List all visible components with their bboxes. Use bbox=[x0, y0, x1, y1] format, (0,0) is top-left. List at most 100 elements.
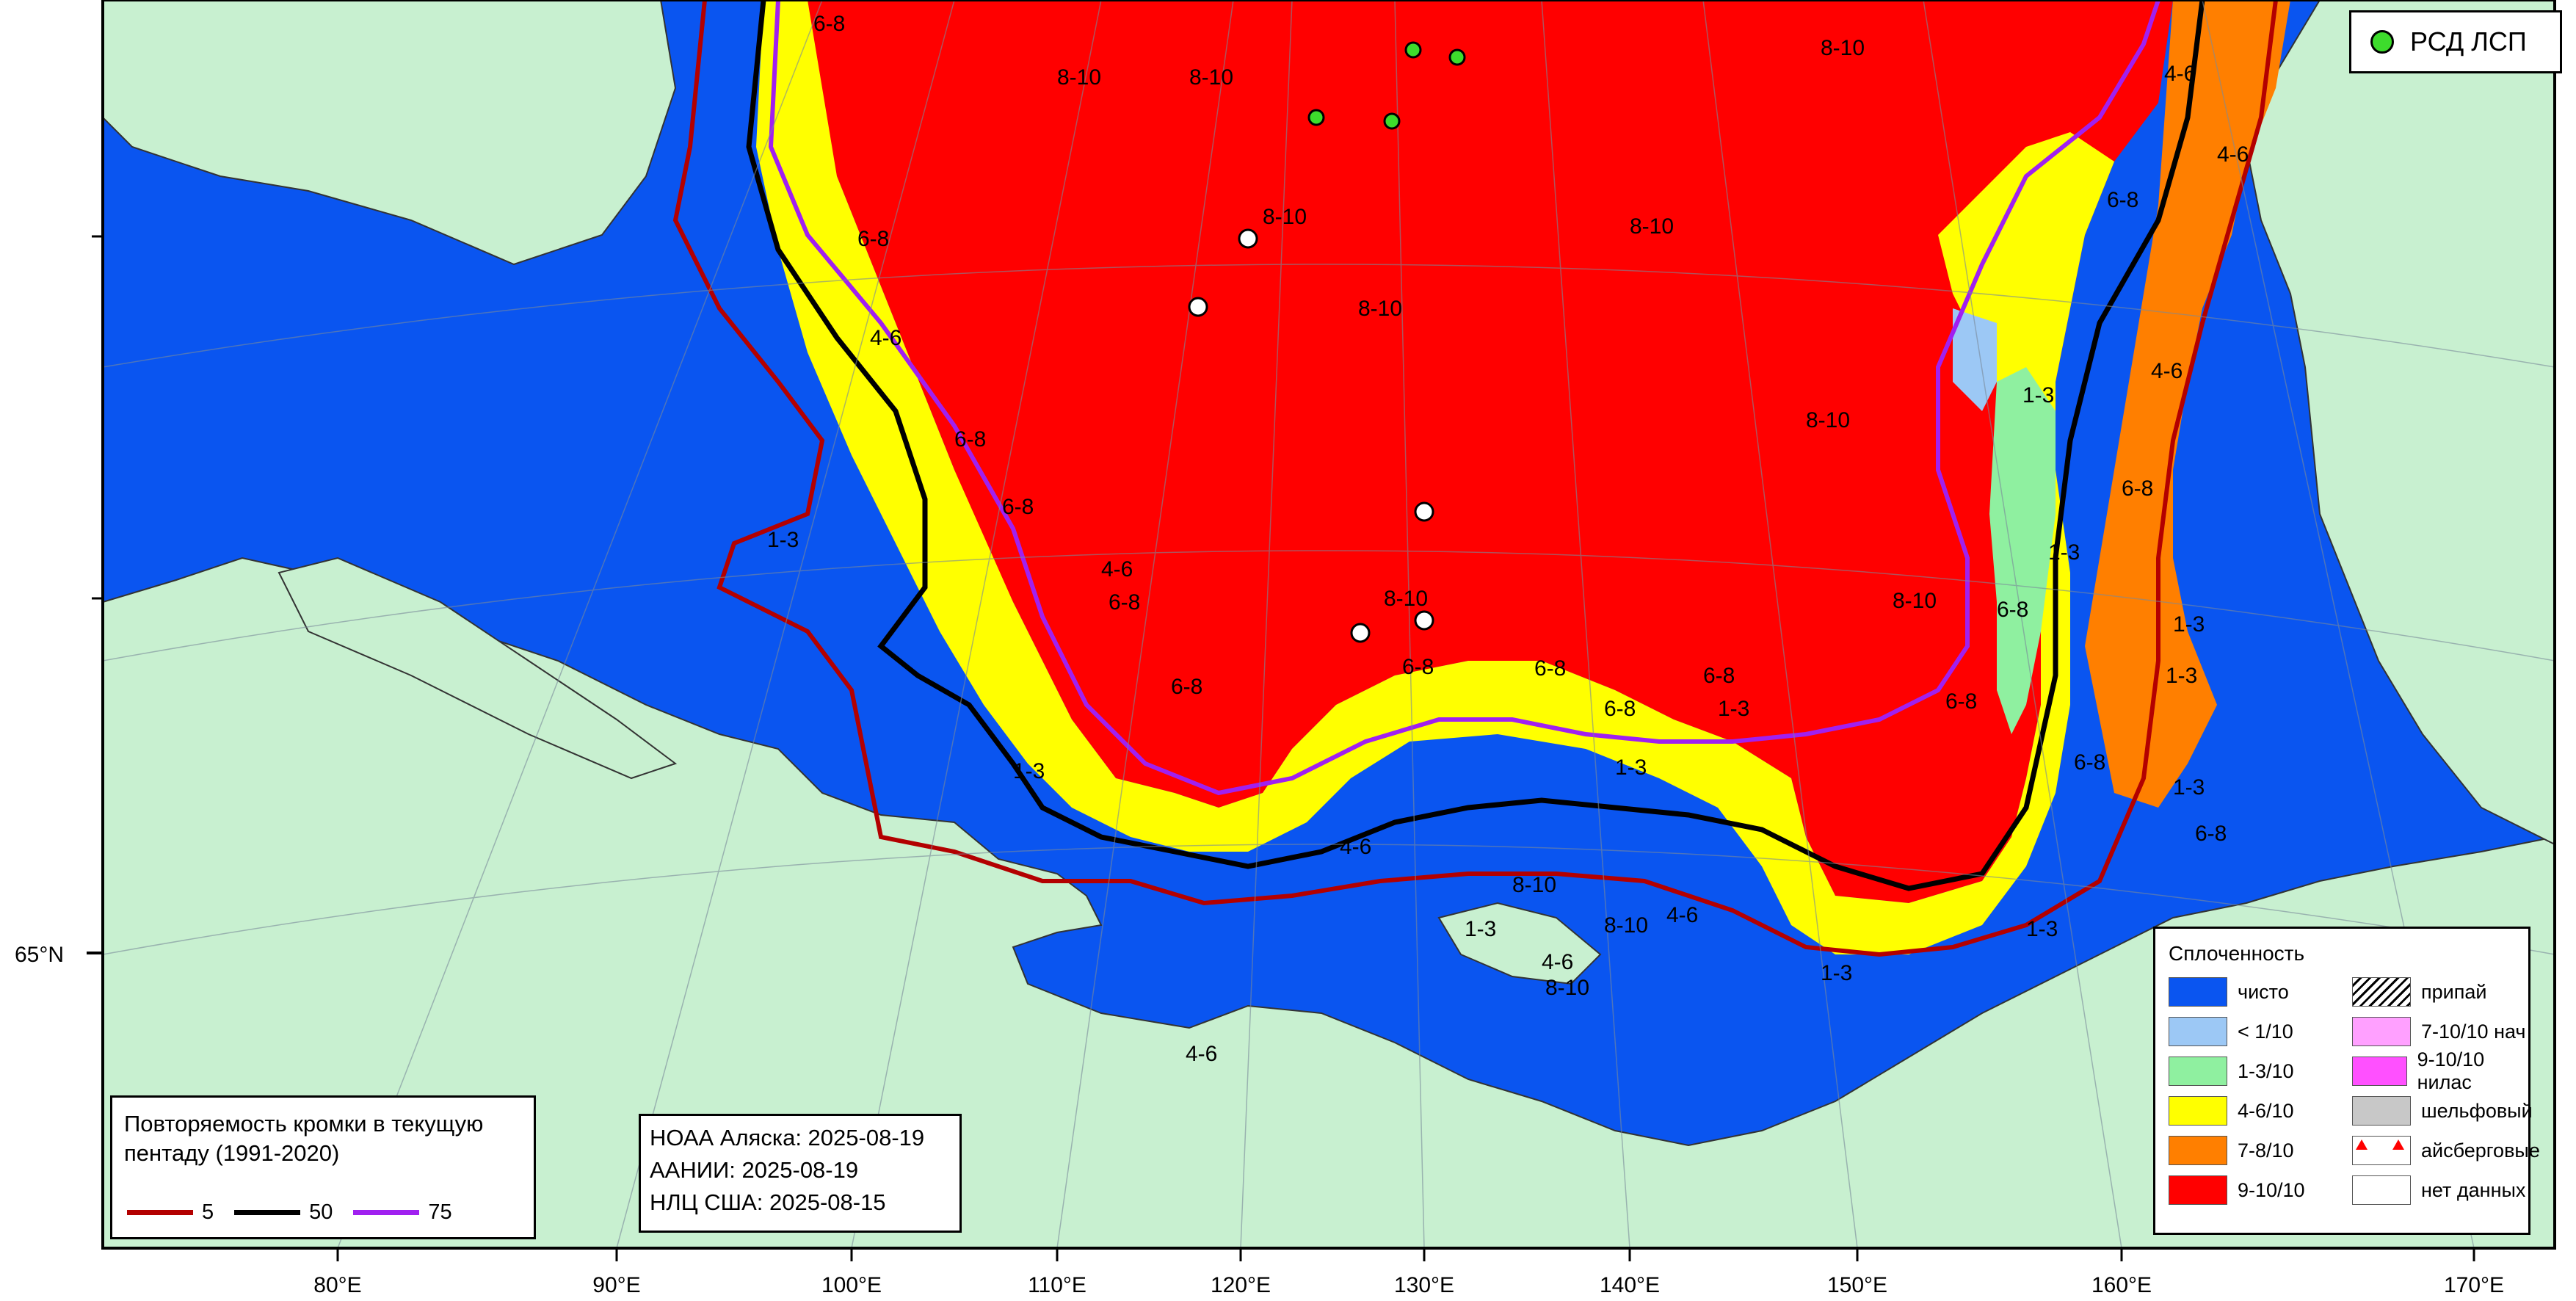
concentration-label: 1-3 bbox=[1615, 755, 1647, 780]
station-marker bbox=[1307, 109, 1325, 126]
hatch-icon bbox=[2352, 977, 2411, 1007]
edge-frequency-legend: Повторяемость кромки в текущую пентаду (… bbox=[110, 1095, 536, 1239]
concentration-label: 1-3 bbox=[1465, 917, 1496, 941]
swatch-new-ice bbox=[2352, 1017, 2411, 1046]
edge-legend-title: Повторяемость кромки в текущую пентаду (… bbox=[124, 1111, 484, 1166]
edge-line-5-label: 5 bbox=[202, 1200, 214, 1224]
concentration-label: 4-6 bbox=[1340, 835, 1371, 859]
buoy-marker bbox=[1414, 610, 1434, 631]
concentration-label: 6-8 bbox=[813, 12, 845, 36]
concentration-label: 4-6 bbox=[1186, 1042, 1217, 1066]
legend-label: айсберговые bbox=[2421, 1139, 2540, 1162]
concentration-label: 8-10 bbox=[1604, 913, 1648, 938]
concentration-label: 6-8 bbox=[1945, 689, 1977, 714]
lon-label: 90°E bbox=[592, 1273, 640, 1297]
concentration-label: 6-8 bbox=[2074, 750, 2105, 775]
land-peninsula-west bbox=[277, 557, 678, 780]
legend-label: чисто bbox=[2238, 980, 2289, 1003]
concentration-label: 6-8 bbox=[1534, 656, 1566, 681]
concentration-label: 1-3 bbox=[1718, 697, 1749, 721]
land-taymyr bbox=[102, 557, 2555, 1249]
concentration-label: 1-3 bbox=[1821, 961, 1852, 985]
concentration-label: 1-3 bbox=[2173, 612, 2205, 637]
concentration-label: 6-8 bbox=[857, 227, 889, 251]
concentration-label: 8-10 bbox=[1512, 873, 1556, 897]
concentration-label: 8-10 bbox=[1384, 587, 1428, 611]
source-aari: ААНИИ: 2025-08-19 bbox=[650, 1157, 859, 1183]
edge-line-50-swatch bbox=[234, 1210, 301, 1215]
source-nic: НЛЦ США: 2025-08-15 bbox=[650, 1189, 886, 1215]
edge-line-5 bbox=[672, 0, 2278, 957]
concentration-label: 6-8 bbox=[2107, 188, 2138, 212]
legend-item-shelf: шельфовый bbox=[2352, 1095, 2536, 1127]
legend-item-9-10: 9-10/10 bbox=[2169, 1174, 2352, 1206]
lon-label: 80°E bbox=[313, 1273, 361, 1297]
concentration-label: 1-3 bbox=[767, 528, 799, 552]
buoy-marker bbox=[1414, 501, 1434, 522]
station-legend-label: РСД ЛСП bbox=[2410, 26, 2527, 57]
concentration-label: 4-6 bbox=[870, 326, 901, 350]
concentration-label: 6-8 bbox=[1604, 697, 1636, 721]
lon-label: 150°E bbox=[1827, 1273, 1887, 1297]
concentration-legend-title: Сплоченность bbox=[2169, 942, 2305, 965]
concentration-label: 6-8 bbox=[954, 427, 986, 452]
edge-line-50-label: 50 bbox=[309, 1200, 333, 1224]
legend-item-nilas: 9-10/10 нилас bbox=[2352, 1048, 2536, 1093]
concentration-label: 6-8 bbox=[1997, 598, 2028, 622]
legend-label: 9-10/10 bbox=[2238, 1178, 2305, 1201]
legend-label: 1-3/10 bbox=[2238, 1059, 2294, 1082]
swatch-nilas bbox=[2352, 1057, 2407, 1086]
lat-label-65: 65°N bbox=[15, 943, 64, 967]
ice-zone-1-3 bbox=[1989, 367, 2056, 734]
source-noaa: НОАА Аляска: 2025-08-19 bbox=[650, 1125, 925, 1150]
legend-label: 4-6/10 bbox=[2238, 1099, 2294, 1122]
edge-legend-row: 5 50 75 bbox=[127, 1200, 473, 1225]
concentration-label: 8-10 bbox=[1806, 408, 1850, 432]
concentration-legend-grid: чисто припай < 1/10 7-10/10 нач 1-3/10 9… bbox=[2169, 976, 2540, 1206]
lat-axis: 65°N bbox=[15, 235, 103, 967]
lon-label: 110°E bbox=[1028, 1273, 1086, 1297]
concentration-label: 6-8 bbox=[2195, 822, 2227, 846]
map-concentration-labels: 8-10 8-10 8-10 8-10 8-10 8-10 8-10 8-10 8-10 8-10… bbox=[767, 12, 2249, 1066]
edge-line-75 bbox=[768, 0, 2160, 796]
land-new-siberian-islands bbox=[1437, 902, 1602, 985]
lon-label: 140°E bbox=[1600, 1273, 1660, 1297]
edge-line-50 bbox=[746, 0, 2205, 891]
iceberg-triangles-icon bbox=[2352, 1136, 2411, 1165]
legend-item-no-data: нет данных bbox=[2352, 1174, 2536, 1206]
land-severnaya-zemlya bbox=[102, 0, 677, 266]
legend-label: 7-10/10 нач bbox=[2421, 1020, 2526, 1043]
concentration-label: 8-10 bbox=[1358, 297, 1402, 321]
concentration-label: 1-3 bbox=[2026, 917, 2058, 941]
data-sources-box: НОАА Аляска: 2025-08-19 ААНИИ: 2025-08-1… bbox=[639, 1114, 962, 1233]
concentration-label: 8-10 bbox=[1263, 205, 1307, 229]
ice-zone-9-10 bbox=[786, 0, 2173, 903]
concentration-label: 4-6 bbox=[2151, 359, 2183, 383]
concentration-legend: Сплоченность чисто припай < 1/10 7-10/10… bbox=[2153, 927, 2540, 1235]
station-marker bbox=[1404, 41, 1422, 59]
buoy-marker bbox=[1188, 297, 1208, 317]
swatch-no-data bbox=[2352, 1175, 2411, 1205]
swatch-4-6 bbox=[2169, 1096, 2227, 1126]
lon-axis: 80°E 90°E 100°E 110°E 120°E 130°E 140°E 150°E 16… bbox=[313, 1248, 2504, 1297]
concentration-label: 8-10 bbox=[1189, 65, 1233, 90]
concentration-label: 1-3 bbox=[2166, 664, 2197, 688]
legend-item-1-3: 1-3/10 bbox=[2169, 1055, 2352, 1087]
legend-label: припай bbox=[2421, 980, 2487, 1003]
lon-label: 130°E bbox=[1394, 1273, 1454, 1297]
concentration-label: 1-3 bbox=[2048, 540, 2080, 565]
legend-item-icebergs: айсберговые bbox=[2352, 1134, 2540, 1167]
concentration-label: 6-8 bbox=[2122, 476, 2153, 501]
swatch-clear bbox=[2169, 977, 2227, 1007]
legend-label: нет данных bbox=[2421, 1178, 2526, 1201]
legend-item-new-ice: 7-10/10 нач bbox=[2352, 1015, 2536, 1048]
ice-zone-lt1 bbox=[1953, 308, 1997, 411]
station-marker bbox=[1448, 48, 1466, 66]
concentration-label: 6-8 bbox=[1171, 675, 1202, 699]
drift-buoys bbox=[1188, 228, 1434, 643]
lon-label: 160°E bbox=[2091, 1273, 2152, 1297]
swatch-9-10 bbox=[2169, 1175, 2227, 1205]
concentration-label: 8-10 bbox=[1545, 976, 1589, 1000]
concentration-label: 4-6 bbox=[1542, 950, 1573, 974]
concentration-label: 1-3 bbox=[2022, 383, 2054, 407]
